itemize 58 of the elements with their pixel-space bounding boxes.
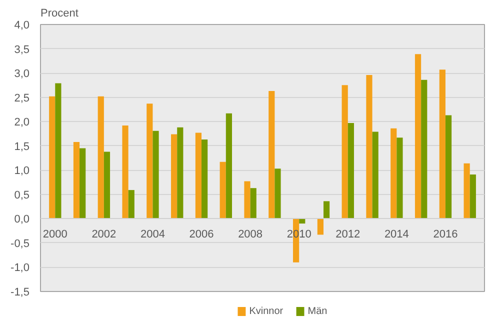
bar [348,123,354,219]
bar [49,96,56,219]
bar [152,130,159,219]
bar [55,83,62,219]
x-tick-label: 2004 [140,228,165,241]
x-tick-label: 2000 [42,228,68,241]
bar [323,201,330,219]
y-tick-label: 1,5 [14,140,30,153]
bar [220,162,226,219]
bar [146,104,153,219]
bar [171,134,178,219]
y-tick-label: 3,0 [14,68,30,80]
y-tick-label: 0,0 [14,214,30,226]
bar [73,142,80,219]
bar [268,91,275,219]
y-tick-label: 1,0 [14,165,30,178]
bar [274,168,281,219]
bar [226,113,232,219]
bar [464,163,470,219]
x-tick-label: 2008 [238,228,263,241]
bar [80,148,86,219]
bar [390,128,397,219]
bar [104,152,110,219]
bar [396,138,403,219]
bar [128,190,134,219]
bar [445,115,452,219]
bar [202,140,208,219]
bar [250,188,256,219]
bar [366,74,372,219]
bar [299,218,306,224]
y-tick-label: 0,5 [14,189,30,202]
legend-label: Män [308,306,328,317]
y-tick-label: 4,0 [14,20,30,32]
bar [414,54,422,219]
x-tick-label: 2016 [433,228,458,241]
bar [372,132,378,219]
bar [439,70,446,219]
bar [470,174,476,219]
y-tick-label: -1,0 [10,262,30,274]
x-tick-label: 2012 [336,228,360,241]
bar [98,96,104,219]
x-tick-label: 2006 [189,228,214,241]
bar [421,80,428,219]
y-tick-label: -0,5 [10,238,30,250]
y-tick-label: -1,5 [10,286,30,298]
legend-label: Kvinnor [249,306,284,317]
y-tick-label: 2,0 [14,116,30,129]
x-tick-label: 2014 [384,228,409,241]
x-tick-label: 2002 [92,228,116,241]
bar [342,85,348,219]
y-axis-title: Procent [40,8,78,20]
bar [122,125,128,219]
bar [244,181,250,219]
y-tick-label: 2,5 [14,92,30,104]
bar [195,132,202,219]
y-tick-label: 3,5 [14,44,30,56]
bar [177,127,184,219]
bar [317,218,324,235]
